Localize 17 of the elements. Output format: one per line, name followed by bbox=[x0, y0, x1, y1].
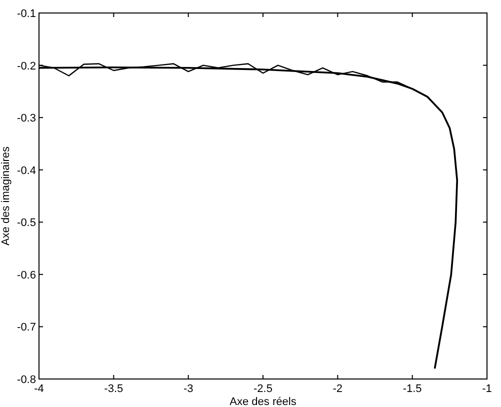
x-tick-label: -2.5 bbox=[254, 383, 272, 395]
x-tick-label: -1.5 bbox=[402, 383, 422, 395]
y-tick-label: -0.7 bbox=[17, 322, 36, 334]
x-tick-label: -3.5 bbox=[104, 383, 124, 395]
y-tick-label: -0.6 bbox=[17, 269, 36, 282]
y-tick-label: -0.1 bbox=[17, 8, 36, 20]
x-tick-label: -3 bbox=[183, 383, 194, 395]
y-tick-label: -0.4 bbox=[17, 164, 36, 177]
y-axis-title: Axe des imaginaires bbox=[0, 146, 12, 246]
x-tick-label: -2 bbox=[332, 383, 343, 395]
y-tick-label: -0.5 bbox=[17, 217, 36, 230]
x-tick-label: -1 bbox=[482, 383, 492, 395]
y-tick-label: -0.3 bbox=[17, 112, 36, 125]
y-tick-label: -0.2 bbox=[17, 60, 36, 72]
y-tick-label: -0.8 bbox=[17, 374, 36, 386]
x-axis-title: Axe des réels bbox=[230, 396, 297, 407]
x-tick-label: -4 bbox=[34, 383, 44, 395]
